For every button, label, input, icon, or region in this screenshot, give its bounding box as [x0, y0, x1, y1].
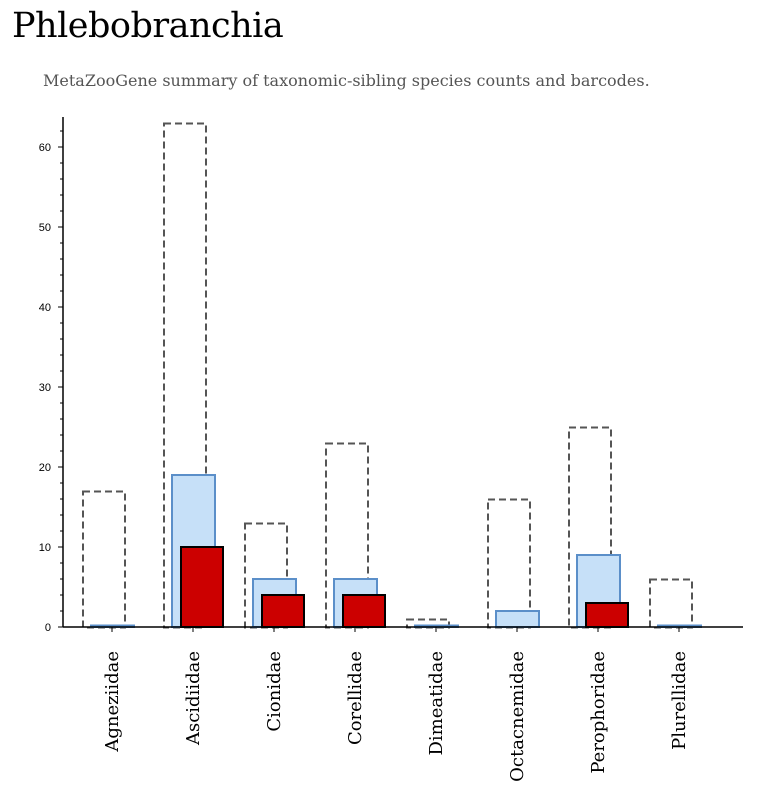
x-tick-label-dimeatidae: Dimeatidae: [426, 651, 447, 756]
y-tick-label: 20: [39, 462, 51, 474]
x-tick-label-corellidae: Corellidae: [345, 651, 366, 745]
chart-title: Phlebobranchia: [12, 6, 284, 46]
y-tick-label: 30: [39, 382, 51, 394]
x-tick-label-plurellidae: Plurellidae: [669, 651, 690, 750]
species-bar-plurellidae: [649, 578, 693, 629]
sequenced-bar-octacnemidae: [495, 610, 540, 628]
barcoded-bar-ascidiidae: [180, 546, 224, 628]
chart-subtitle: MetaZooGene summary of taxonomic-sibling…: [43, 71, 650, 90]
y-tick-label: 60: [39, 142, 51, 154]
y-tick-label: 40: [39, 302, 51, 314]
y-tick-label: 0: [45, 622, 51, 634]
axes-layer: [62, 117, 743, 628]
x-tick-label-ascidiidae: Ascidiidae: [183, 651, 204, 746]
species-bar-octacnemidae: [487, 498, 531, 629]
barcoded-bar-perophoridae: [585, 602, 629, 628]
barcoded-bar-corellidae: [342, 594, 386, 628]
bars-layer: [82, 122, 702, 629]
x-tick-label-octacnemidae: Octacnemidae: [507, 651, 528, 782]
x-tick-label-perophoridae: Perophoridae: [588, 651, 609, 774]
x-axis-ticks: Agneziidae Ascidiidae Cionidae Corellidae Di…: [102, 627, 690, 782]
x-tick-label-cionidae: Cionidae: [264, 651, 285, 732]
y-tick-label: 50: [39, 222, 51, 234]
species-bar-agneziidae: [82, 490, 126, 629]
x-tick-label-agneziidae: Agneziidae: [102, 651, 123, 753]
y-tick-label: 10: [39, 542, 51, 554]
y-axis-ticks: 0 10 20 30 40 50 60: [39, 130, 63, 634]
barcoded-bar-cionidae: [261, 594, 305, 628]
